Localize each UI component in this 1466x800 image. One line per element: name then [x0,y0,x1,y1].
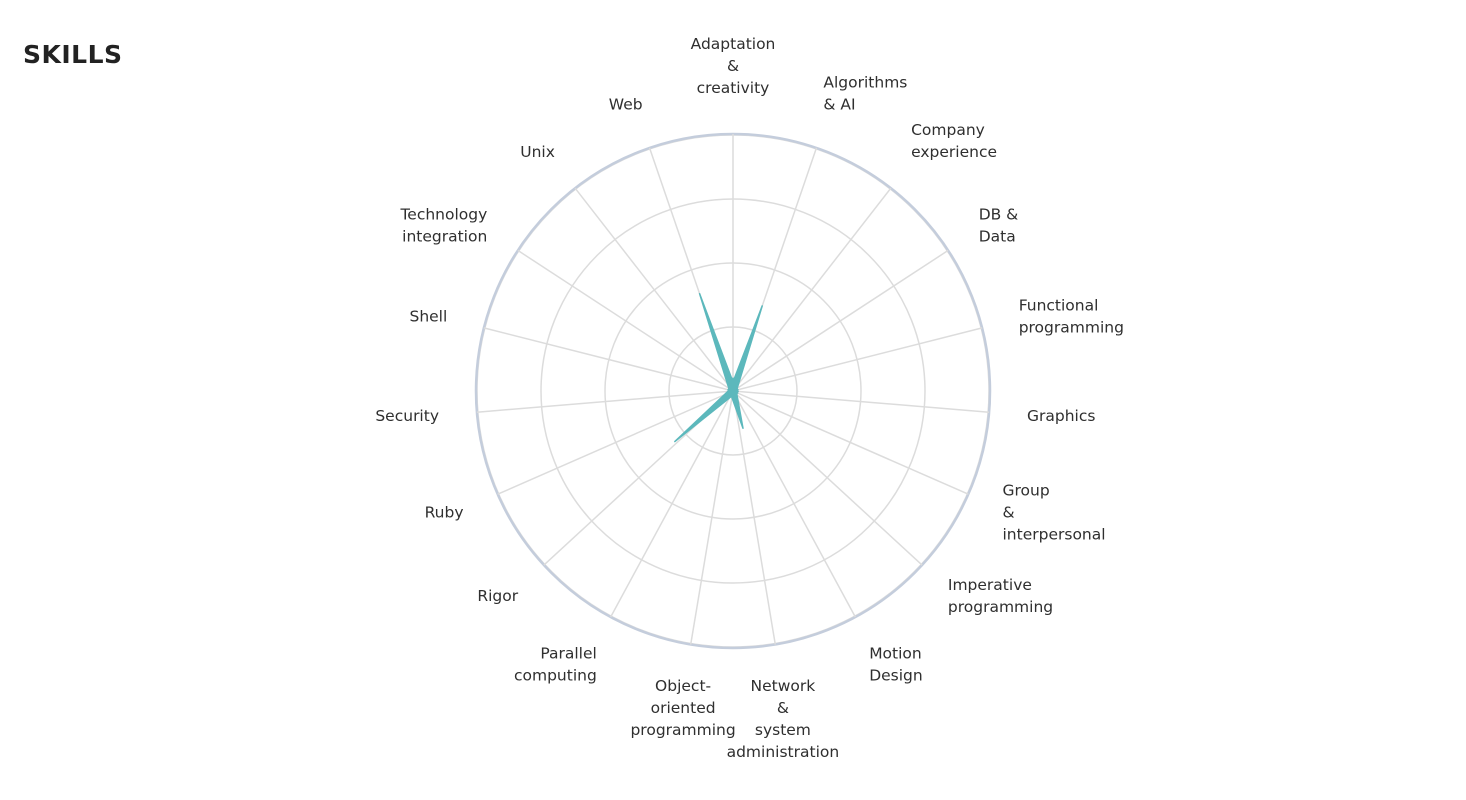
axis-spoke [732,249,949,392]
axis-label-line: Design [869,667,923,685]
axis-label-line: Imperative [948,576,1032,594]
axis-spoke [610,390,734,618]
axis-label-line: & [727,57,739,75]
axis-label-line: system [755,721,811,739]
axis-label: Group & interpersonal [1003,482,1106,544]
axis-label-line: Unix [520,143,555,161]
axis-spoke [689,390,734,645]
axis-label: Functional programming [1019,297,1124,337]
axis-label: Algorithms & AI [823,73,907,113]
axis-label-line: Rigor [477,587,518,605]
axis-label-line: DB & [979,205,1019,223]
axis-label: Object-oriented programming [630,677,735,739]
axis-label-line: & AI [823,95,855,113]
axis-label: Technology integration [399,205,487,245]
axis-label-line: Group [1003,482,1050,500]
axis-label-line: & [1003,504,1015,522]
axis-label-line: Object- [655,677,711,695]
axis-spoke [574,187,734,392]
axis-spoke [497,390,734,495]
axis-label-line: programming [1019,319,1124,337]
axis-labels: Adaptation & creativity Algorithms & AI Compa… [375,35,1124,761]
axis-label-line: Technology [399,205,487,223]
axis-label: Security [375,407,439,425]
axis-label-line: Functional [1019,297,1099,315]
axis-label-line: Company [911,121,985,139]
series-spike [729,305,763,393]
axis-label-line: Security [375,407,439,425]
axis-label: Adaptation & creativity [691,35,776,97]
axis-label-line: Parallel [540,645,596,663]
axis-label: Imperative programming [948,576,1053,616]
axis-label-line: Network [751,677,816,695]
axis-label: Motion Design [869,645,923,685]
axis-spoke [732,390,777,645]
axis-spoke [732,390,969,495]
axis-spoke [732,390,923,566]
axis-label-line: experience [911,143,997,161]
axis-label-line: & [777,699,789,717]
series-spike [698,293,737,393]
axis-label-line: Data [979,227,1016,245]
axis-label-line: oriented [651,699,716,717]
axis-label-line: Ruby [425,504,464,522]
series-spike [729,389,744,429]
axis-label: Web [609,95,643,113]
series-layer [674,293,763,443]
axis-label: DB & Data [979,205,1019,245]
axis-spoke [732,390,990,413]
axis-label: Unix [520,143,555,161]
axis-spoke [732,390,856,618]
axis-spoke [476,390,734,413]
axis-label-line: Adaptation [691,35,776,53]
axis-label: Company experience [911,121,997,161]
axis-label-line: administration [727,743,840,761]
axis-label-line: integration [402,227,487,245]
axis-label: Ruby [425,504,464,522]
axis-label: Graphics [1027,407,1095,425]
axis-label-line: programming [948,598,1053,616]
axis-label-line: computing [514,667,597,685]
axis-label-line: Graphics [1027,407,1095,425]
axis-label-line: Algorithms [823,73,907,91]
axis-label-line: Web [609,95,643,113]
axis-spoke [517,249,734,392]
axis-label-line: Shell [409,308,447,326]
axis-label: Rigor [477,587,518,605]
axis-spoke [483,327,734,392]
axis-spoke [732,187,892,392]
axis-label: Parallel computing [514,645,597,685]
axis-label-line: Motion [869,645,922,663]
page-title: SKILLS [23,40,123,69]
axis-label-line: creativity [697,79,770,97]
axis-label-line: interpersonal [1003,526,1106,544]
axis-label: Shell [409,308,447,326]
axis-spoke [732,327,983,392]
axis-label: Network & system administration [727,677,840,761]
axis-label-line: programming [630,721,735,739]
